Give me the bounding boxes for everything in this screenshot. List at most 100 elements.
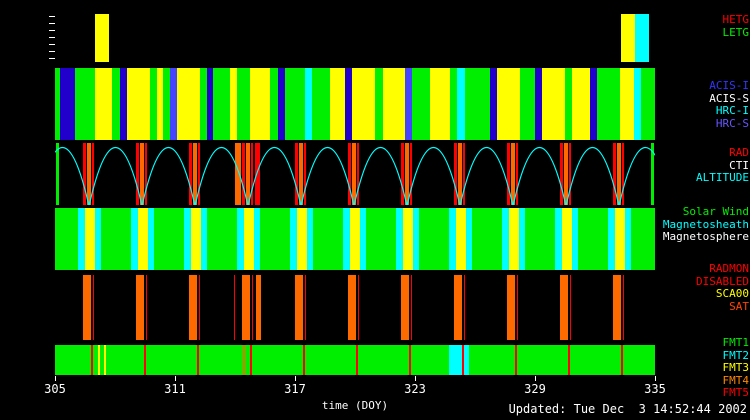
timeline-segment <box>136 143 140 205</box>
timeline-segment <box>613 143 617 205</box>
timeline-segment <box>401 143 405 205</box>
band-regions <box>55 208 655 270</box>
timeline-segment <box>615 208 625 270</box>
timeline-segment <box>507 275 515 340</box>
timeline-segment <box>252 275 254 340</box>
altitude-arc <box>300 146 355 205</box>
label-radmon: RADMON <box>709 262 749 275</box>
timeline-segment <box>177 68 200 140</box>
timeline-segment <box>515 345 517 375</box>
timeline-segment <box>570 275 572 340</box>
timeline-segment <box>449 208 456 270</box>
timeline-segment <box>348 275 356 340</box>
label-altitude: ALTITUDE <box>696 171 749 184</box>
timeline-segment <box>565 68 572 140</box>
timeline-segment <box>572 68 590 140</box>
timeline-segment <box>55 143 59 205</box>
timeline-segment <box>144 143 148 205</box>
timeline-segment <box>254 208 260 270</box>
timeline-segment <box>621 14 635 62</box>
timeline-segment <box>170 68 177 140</box>
timeline-segment <box>144 345 146 375</box>
timeline-segment <box>405 143 409 205</box>
timeline-segment <box>243 345 246 375</box>
label-cti: CTI <box>729 158 749 172</box>
y-tick <box>49 30 55 31</box>
y-tick <box>49 37 55 38</box>
timeline-segment <box>396 208 403 270</box>
timeline-segment <box>189 143 193 205</box>
timeline-segment <box>83 143 87 205</box>
timeline-segment <box>237 68 250 140</box>
timeline-segment <box>517 275 519 340</box>
timeline-segment <box>305 68 312 140</box>
band-altitude <box>55 143 655 205</box>
timeline-segment <box>343 208 350 270</box>
timeline-segment <box>201 208 207 270</box>
timeline-segment <box>560 275 568 340</box>
timeline-segment <box>621 345 623 375</box>
timeline-segment <box>163 68 170 140</box>
x-tick <box>655 376 656 381</box>
timeline-segment <box>458 143 462 205</box>
timeline-segment <box>623 275 625 340</box>
timeline-segment <box>297 208 307 270</box>
timeline-segment <box>307 208 313 270</box>
timeline-segment <box>285 68 305 140</box>
timeline-segment <box>405 68 412 140</box>
timeline-segment <box>157 68 163 140</box>
band-telemetry <box>55 345 655 375</box>
altitude-arc <box>618 146 655 205</box>
timeline-segment <box>403 208 413 270</box>
x-tick <box>175 376 176 381</box>
label-acis-s: ACIS-S <box>709 91 749 105</box>
label-hetg: HETG <box>722 13 750 26</box>
band-gratings <box>55 14 655 62</box>
timeline-segment <box>413 208 419 270</box>
x-tick-label: 335 <box>644 382 666 396</box>
timeline-segment <box>490 68 497 140</box>
y-tick <box>49 51 55 52</box>
timeline-segment <box>250 345 252 375</box>
timeline-segment <box>568 143 572 205</box>
timeline-segment <box>75 68 95 140</box>
label-hrc-i: HRC-I <box>715 104 749 117</box>
timeline-segment <box>91 143 95 205</box>
timeline-segment <box>55 68 60 140</box>
timeline-segment <box>250 68 270 140</box>
label-fmt5: FMT5 <box>722 386 750 399</box>
timeline-segment <box>456 208 466 270</box>
timeline-segment <box>597 68 620 140</box>
timeline-segment <box>230 68 237 140</box>
timeline-segment <box>78 208 85 270</box>
x-axis-label: time (DOY) <box>321 399 389 412</box>
timeline-segment <box>625 208 631 270</box>
band-radmon <box>55 275 655 340</box>
timeline-segment <box>131 208 138 270</box>
label-acis-i: ACIS-I <box>709 79 749 92</box>
timeline-segment <box>352 143 356 205</box>
timeline-segment <box>127 68 150 140</box>
label-disabled: DISABLED <box>696 274 749 288</box>
updated-timestamp: Updated: Tue Dec 3 14:52:44 2002 <box>508 402 747 416</box>
timeline-segment <box>560 143 564 205</box>
x-tick <box>295 376 296 381</box>
timeline-segment <box>515 143 519 205</box>
timeline-segment <box>189 275 197 340</box>
timeline-segment <box>200 68 207 140</box>
timeline-segment <box>613 275 621 340</box>
timeline-segment <box>520 68 535 140</box>
timeline-segment <box>350 208 360 270</box>
x-tick-label: 329 <box>524 382 546 396</box>
label-hrc-s: HRC-S <box>715 116 749 130</box>
timeline-segment <box>213 68 230 140</box>
timeline-segment <box>621 143 625 205</box>
timeline-segment <box>85 208 95 270</box>
timeline-segment <box>95 68 112 140</box>
timeline-segment <box>502 208 509 270</box>
timeline-segment <box>356 143 360 205</box>
timeline-segment <box>466 208 472 270</box>
timeline-segment <box>184 208 191 270</box>
timeline-segment <box>148 208 154 270</box>
timeline-segment <box>497 68 520 140</box>
